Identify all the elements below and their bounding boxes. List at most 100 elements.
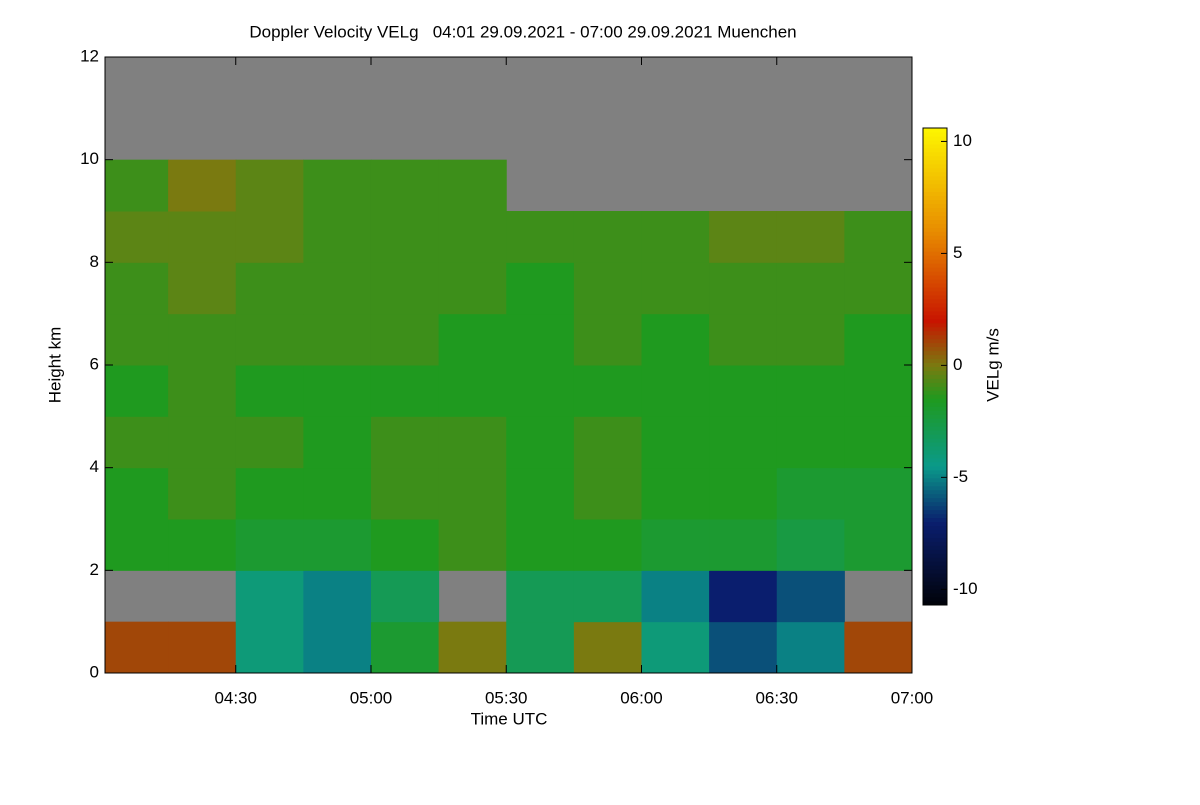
colorbar-swatch [923,601,947,606]
colorbar-swatch [923,597,947,602]
colorbar-swatch [923,418,947,423]
colorbar-swatch [923,326,947,332]
heatmap-cell [709,621,778,673]
colorbar-swatch [923,529,947,534]
heatmap-cell [105,467,169,520]
heatmap-cell [641,570,710,623]
colorbar-swatch [923,533,947,538]
colorbar-swatch [923,247,947,252]
colorbar-swatch [923,235,947,240]
heatmap-cell [370,262,440,315]
colorbar-swatch [923,207,947,212]
heatmap-cell [844,313,912,366]
x-tick-label: 05:30 [485,688,528,707]
colorbar-swatch [923,505,947,511]
colorbar-swatch [923,255,947,260]
colorbar-swatch [923,366,947,371]
colorbar-swatch [923,517,947,523]
colorbar-swatch [923,350,947,356]
colorbar-swatch [923,489,947,495]
colorbar-swatch [923,449,947,455]
colorbar-swatch [923,569,947,574]
heatmap-cell [370,365,440,417]
heatmap-cell [303,416,372,469]
heatmap-cell [844,416,912,469]
colorbar-tick-label: 0 [953,355,962,374]
heatmap-cell [438,467,507,520]
heatmap-cell [641,313,710,366]
heatmap-cell [235,211,304,263]
y-tick-label: 0 [90,662,99,681]
colorbar-swatch [923,167,947,173]
heatmap-cell [235,159,304,212]
heatmap-cell [370,467,440,520]
heatmap-cell [844,519,912,571]
colorbar-swatch [923,577,947,582]
colorbar-swatch [923,183,947,189]
colorbar-swatch [923,525,947,530]
colorbar-swatch [923,163,947,169]
heatmap-cell [303,211,372,263]
colorbar-swatch [923,135,947,141]
heatmap-cell [641,416,710,469]
heatmap-cell [506,262,575,315]
heatmap-cell [438,621,507,673]
heatmap-cell [776,621,845,673]
heatmap-cell [573,416,642,469]
heatmap-cell [235,570,304,623]
heatmap-cell [168,467,237,520]
colorbar-swatch [923,541,947,546]
colorbar-swatch [923,493,947,499]
colorbar-swatch [923,438,947,443]
heatmap-cell [709,211,778,263]
colorbar-swatch [923,537,947,542]
colorbar-swatch [923,442,947,447]
colorbar-swatch [923,346,947,352]
colorbar-swatch [923,561,947,566]
colorbar-swatch [923,453,947,459]
colorbar-swatch [923,239,947,244]
colorbar-swatch [923,446,947,451]
colorbar-swatch [923,477,947,483]
colorbar-swatch [923,231,947,236]
colorbar-swatch [923,179,947,185]
colorbar-swatch [923,469,947,475]
colorbar-swatch [923,155,947,161]
heatmap-cell [370,313,440,366]
colorbar-swatch [923,378,947,383]
heatmap-cell [709,262,778,315]
heatmap-cell [105,313,169,366]
colorbar-swatch [923,199,947,205]
heatmap-cell [776,519,845,571]
colorbar-swatch [923,426,947,431]
heatmap-cell [235,262,304,315]
y-tick-label: 4 [90,457,99,476]
colorbar-swatch [923,549,947,554]
colorbar-swatch [923,159,947,165]
heatmap-cell [573,467,642,520]
colorbar-swatch [923,545,947,550]
colorbar-swatch [923,501,947,507]
colorbar-swatch [923,394,947,399]
colorbar-swatch [923,310,947,316]
heatmap-cell [168,416,237,469]
colorbar-swatch [923,219,947,224]
heatmap-cell [303,262,372,315]
heatmap-cell [506,570,575,623]
colorbar-swatch [923,302,947,308]
colorbar-swatch [923,430,947,435]
heatmap-cell [709,519,778,571]
colorbar-swatch [923,287,947,292]
colorbar-swatch [923,485,947,491]
colorbar-swatch [923,374,947,379]
heatmap-cell [438,159,507,212]
heatmap-cell [235,467,304,520]
heatmap-cell [573,365,642,417]
colorbar-tick-label: -10 [953,579,978,598]
colorbar-swatch [923,290,947,296]
heatmap-cell [235,313,304,366]
colorbar-swatch [923,259,947,264]
heatmap-cell [844,365,912,417]
colorbar-swatch [923,243,947,248]
